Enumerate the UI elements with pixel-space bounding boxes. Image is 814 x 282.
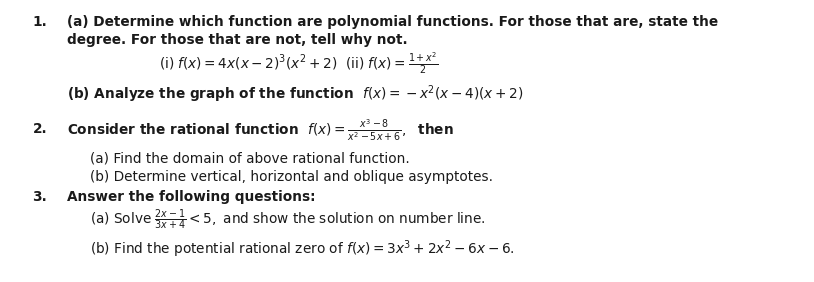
- Text: 1.: 1.: [33, 15, 47, 29]
- Text: (a) Solve $\frac{2x-1}{3x+4} < 5,$ and show the solution on number line.: (a) Solve $\frac{2x-1}{3x+4} < 5,$ and s…: [90, 208, 485, 232]
- Text: degree. For those that are not, tell why not.: degree. For those that are not, tell why…: [67, 33, 407, 47]
- Text: (b) Determine vertical, horizontal and oblique asymptotes.: (b) Determine vertical, horizontal and o…: [90, 170, 492, 184]
- Text: Answer the following questions:: Answer the following questions:: [67, 190, 315, 204]
- Text: (a) Find the domain of above rational function.: (a) Find the domain of above rational fu…: [90, 152, 409, 166]
- Text: (i) $f(x) = 4x(x-2)^3(x^2+2)$  (ii) $f(x) = \frac{1+x^2}{2}$: (i) $f(x) = 4x(x-2)^3(x^2+2)$ (ii) $f(x)…: [159, 52, 438, 76]
- Text: (b) Analyze the graph of the function  $f(x) = -x^2(x-4)(x+2)$: (b) Analyze the graph of the function $f…: [67, 83, 523, 105]
- Text: Consider the rational function  $f(x) = \frac{x^3-8}{x^2-5x+6},$  then: Consider the rational function $f(x) = \…: [67, 118, 453, 144]
- Text: 3.: 3.: [33, 190, 47, 204]
- Text: (b) Find the potential rational zero of $f(x) = 3x^3 + 2x^2 - 6x - 6.$: (b) Find the potential rational zero of …: [90, 238, 514, 260]
- Text: 2.: 2.: [33, 122, 47, 136]
- Text: (a) Determine which function are polynomial functions. For those that are, state: (a) Determine which function are polynom…: [67, 15, 718, 29]
